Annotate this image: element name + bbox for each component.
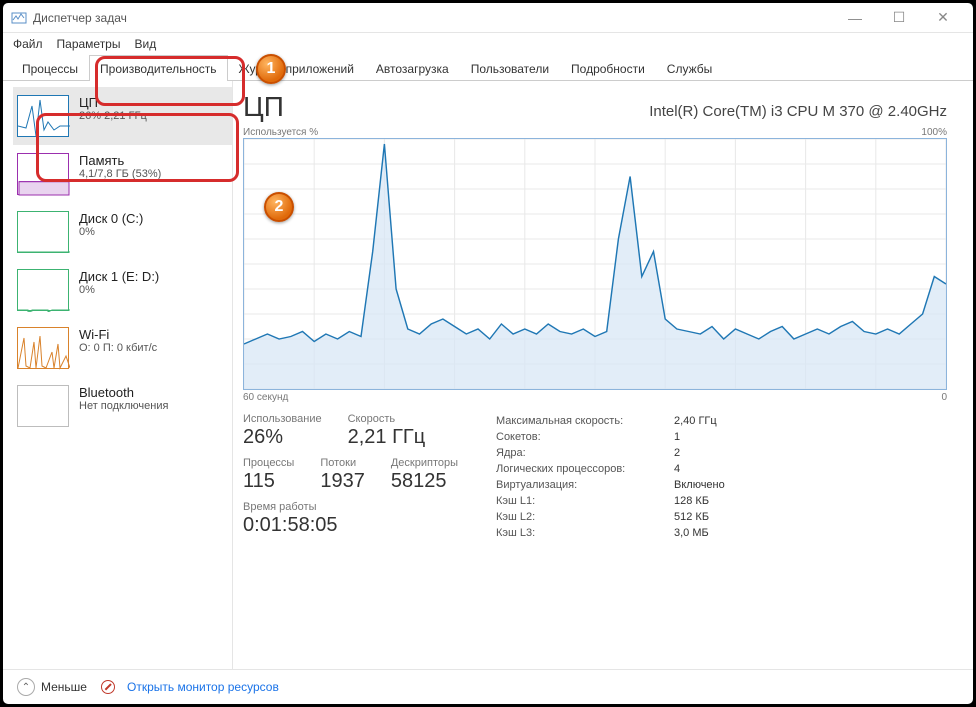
cpu-model: Intel(R) Core(TM) i3 CPU M 370 @ 2.40GHz (649, 103, 947, 120)
sidebar: ЦП26% 2,21 ГГцПамять4,1/7,8 ГБ (53%)Диск… (3, 81, 233, 669)
sidebar-item-sub: Нет подключения (79, 400, 168, 412)
stat-right-value: 128 КБ (674, 495, 764, 507)
stat-right-label: Кэш L3: (496, 527, 666, 539)
sidebar-item-title: Bluetooth (79, 385, 168, 400)
chevron-up-icon[interactable]: ⌃ (17, 678, 35, 696)
y-label-left: Используется % (243, 127, 318, 138)
stats-right: Максимальная скорость: 2,40 ГГц Сокетов: 1Я… (496, 415, 764, 539)
sidebar-thumb (17, 327, 69, 369)
stat-label-speed: Скорость (348, 413, 426, 425)
fewer-details[interactable]: Меньше (41, 680, 87, 694)
stat-value-speed: 2,21 ГГц (348, 425, 426, 449)
stat-right-label: Логических процессоров: (496, 463, 666, 475)
stat-label-uptime: Время работы (243, 501, 458, 513)
cpu-chart (243, 138, 947, 390)
stat-value-handles: 58125 (391, 469, 458, 493)
stat-right-value: 1 (674, 431, 764, 443)
sidebar-item-4[interactable]: Wi-FiО: 0 П: 0 кбит/с (13, 319, 232, 377)
sidebar-item-sub: 0% (79, 226, 143, 238)
tab-bar: Процессы Производительность Журнал прило… (3, 55, 973, 81)
sidebar-thumb (17, 153, 69, 195)
menu-view[interactable]: Вид (134, 37, 156, 51)
stat-right-label: Максимальная скорость: (496, 415, 666, 427)
stat-label-handles: Дескрипторы (391, 457, 458, 469)
tab-performance[interactable]: Производительность (89, 55, 227, 81)
sidebar-item-3[interactable]: Диск 1 (E: D:)0% (13, 261, 232, 319)
sidebar-thumb (17, 95, 69, 137)
close-button[interactable]: ✕ (921, 4, 965, 32)
sidebar-item-title: Диск 1 (E: D:) (79, 269, 159, 284)
sidebar-thumb (17, 211, 69, 253)
stat-right-value: 512 КБ (674, 511, 764, 523)
stat-right-value: 2 (674, 447, 764, 459)
stat-right-value: 2,40 ГГц (674, 415, 764, 427)
stat-right-label: Сокетов: (496, 431, 666, 443)
stat-label-threads: Потоки (320, 457, 365, 469)
open-resource-monitor-link[interactable]: Открыть монитор ресурсов (127, 680, 279, 694)
detail-title: ЦП (243, 91, 284, 123)
y-label-right: 100% (921, 127, 947, 138)
stat-right-label: Виртуализация: (496, 479, 666, 491)
sidebar-item-sub: 26% 2,21 ГГц (79, 110, 147, 122)
stat-label-processes: Процессы (243, 457, 294, 469)
sidebar-item-sub: О: 0 П: 0 кбит/с (79, 342, 157, 354)
resource-monitor-icon (101, 680, 115, 694)
stat-value-usage: 26% (243, 425, 322, 449)
stats: Использование 26% Скорость 2,21 ГГц Проц… (243, 413, 947, 539)
tab-processes[interactable]: Процессы (11, 55, 89, 81)
stat-value-threads: 1937 (320, 469, 365, 493)
tab-startup[interactable]: Автозагрузка (365, 55, 460, 81)
stat-right-label: Кэш L2: (496, 511, 666, 523)
stat-right-value: 4 (674, 463, 764, 475)
sidebar-item-0[interactable]: ЦП26% 2,21 ГГц (13, 87, 232, 145)
menubar: Файл Параметры Вид (3, 33, 973, 55)
stat-right-label: Кэш L1: (496, 495, 666, 507)
maximize-button[interactable]: ☐ (877, 4, 921, 32)
sidebar-item-title: Память (79, 153, 161, 168)
titlebar: Диспетчер задач — ☐ ✕ (3, 3, 973, 33)
menu-options[interactable]: Параметры (57, 37, 121, 51)
detail-panel: ЦП Intel(R) Core(TM) i3 CPU M 370 @ 2.40… (233, 81, 973, 669)
tab-app-history[interactable]: Журнал приложений (228, 55, 365, 81)
footer: ⌃ Меньше Открыть монитор ресурсов (3, 669, 973, 704)
sidebar-item-title: ЦП (79, 95, 147, 110)
sidebar-item-sub: 4,1/7,8 ГБ (53%) (79, 168, 161, 180)
menu-file[interactable]: Файл (13, 37, 43, 51)
sidebar-item-title: Диск 0 (C:) (79, 211, 143, 226)
stat-value-uptime: 0:01:58:05 (243, 513, 458, 537)
stat-right-value: Включено (674, 479, 764, 491)
sidebar-thumb (17, 269, 69, 311)
stat-right-value: 3,0 МБ (674, 527, 764, 539)
x-label-right: 0 (941, 392, 947, 403)
x-label-left: 60 секунд (243, 392, 288, 403)
sidebar-thumb (17, 385, 69, 427)
sidebar-item-title: Wi-Fi (79, 327, 157, 342)
stat-right-label: Ядра: (496, 447, 666, 459)
tab-details[interactable]: Подробности (560, 55, 656, 81)
tab-users[interactable]: Пользователи (460, 55, 560, 81)
stat-value-processes: 115 (243, 469, 294, 493)
sidebar-item-5[interactable]: BluetoothНет подключения (13, 377, 232, 435)
sidebar-item-1[interactable]: Память4,1/7,8 ГБ (53%) (13, 145, 232, 203)
sidebar-item-2[interactable]: Диск 0 (C:)0% (13, 203, 232, 261)
stat-label-usage: Использование (243, 413, 322, 425)
sidebar-item-sub: 0% (79, 284, 159, 296)
app-icon (11, 10, 27, 26)
tab-services[interactable]: Службы (656, 55, 723, 81)
minimize-button[interactable]: — (833, 4, 877, 32)
window-title: Диспетчер задач (33, 11, 127, 25)
